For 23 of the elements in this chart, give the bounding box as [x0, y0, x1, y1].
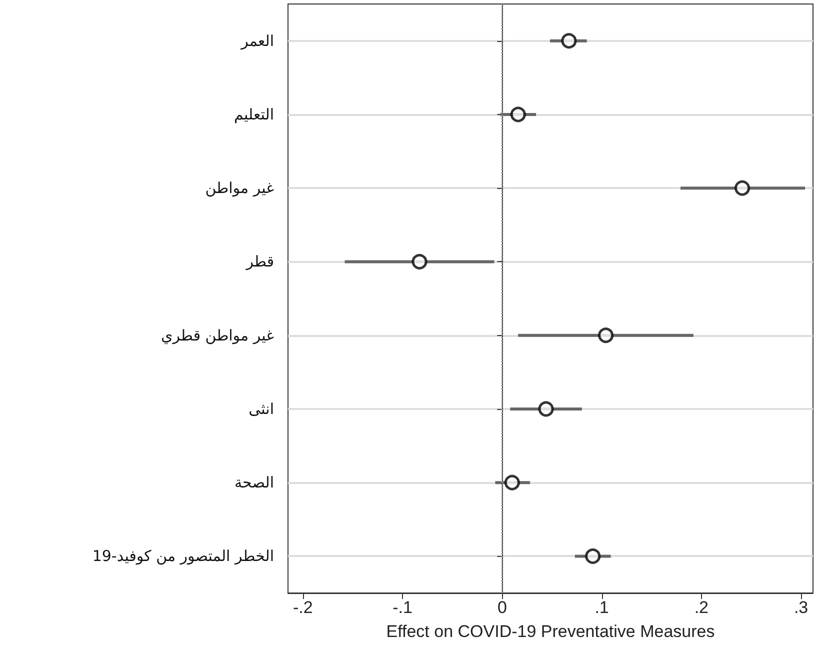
point: [734, 180, 750, 196]
x-tick-label: .2: [694, 598, 709, 617]
point: [538, 401, 554, 417]
x-tick-label: -.1: [392, 598, 412, 617]
point: [504, 474, 520, 490]
x-tick-label: .3: [794, 598, 808, 617]
y-tick-label: قطر: [245, 252, 274, 271]
y-tick-label: غير مواطن قطري: [161, 326, 274, 344]
x-tick-label: 0: [497, 598, 507, 617]
x-tick-label: -.2: [293, 598, 313, 617]
x-axis-title: Effect on COVID-19 Preventative Measures: [386, 622, 715, 641]
y-tick-label: انثى: [248, 400, 274, 418]
x-tick-label: .1: [594, 598, 609, 617]
point: [598, 328, 614, 344]
point: [561, 33, 577, 49]
point: [510, 106, 526, 122]
y-tick-label: غير مواطن: [205, 179, 274, 198]
point: [412, 254, 428, 270]
y-tick-label: الخطر المتصور من كوفيد-19: [92, 547, 274, 566]
point: [585, 548, 601, 564]
y-tick-label: التعليم: [234, 105, 274, 124]
y-tick-label: الصحة: [234, 474, 274, 492]
y-tick-label: العمر: [240, 32, 274, 50]
